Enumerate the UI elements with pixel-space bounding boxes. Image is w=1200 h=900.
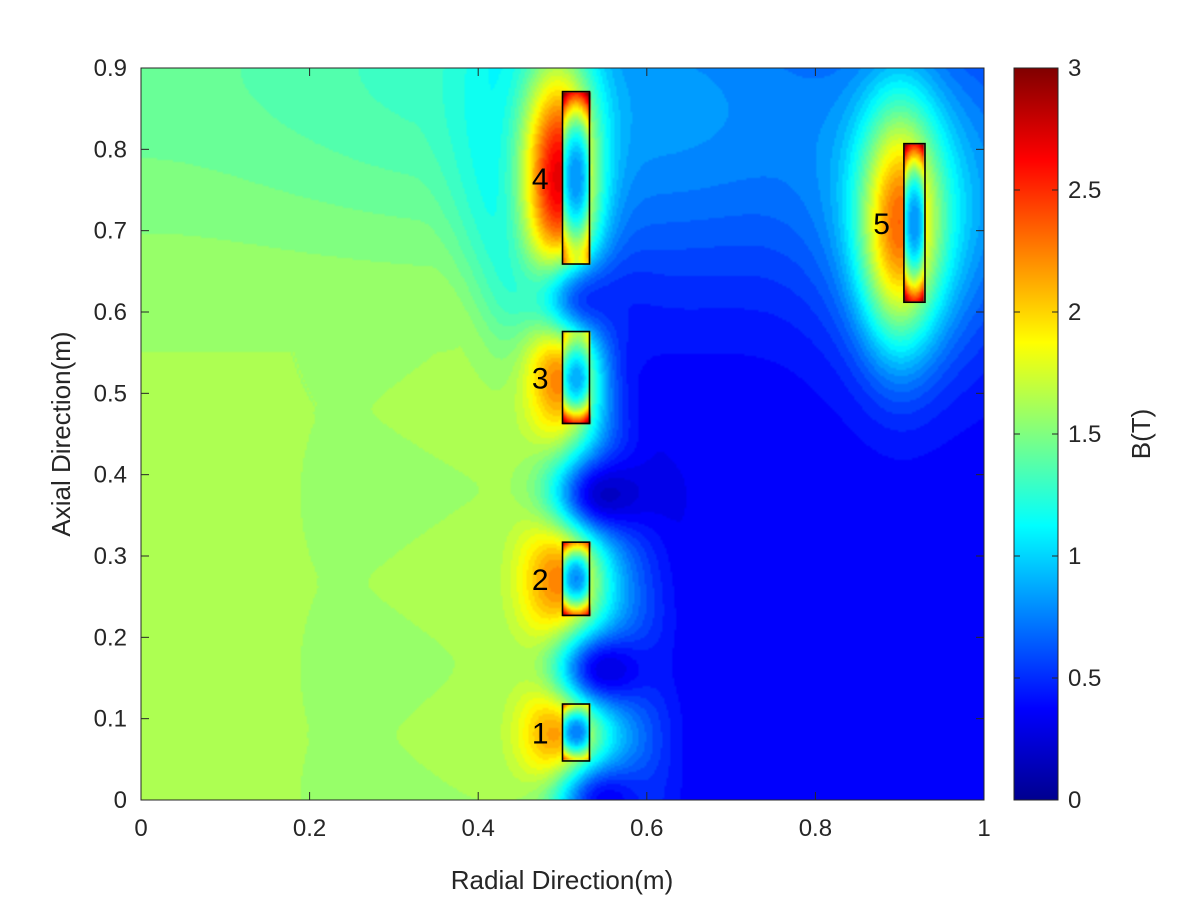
y-tick-label: 0.2: [94, 624, 127, 651]
coil-5-label: 5: [873, 208, 890, 241]
y-tick-label: 0.9: [94, 55, 127, 82]
coil-5-outline: [903, 142, 926, 304]
y-axis: 0 0.1 0.2 0.3 0.4 0.5 0.6 0.7 0.8 0.9: [94, 55, 984, 814]
colorbar-tick-label: 3: [1068, 55, 1081, 82]
x-tick-label: 0.2: [293, 815, 326, 842]
x-axis: 0 0.2 0.4 0.6 0.8 1: [134, 68, 991, 842]
coil-1-outline: [561, 703, 591, 762]
y-tick-label: 0.1: [94, 706, 127, 733]
y-tick-label: 0.5: [94, 380, 127, 407]
coil-2-label: 2: [532, 564, 549, 597]
y-tick-label: 0.3: [94, 543, 127, 570]
colorbar-tick-label: 0: [1068, 787, 1081, 814]
coil-3-label: 3: [532, 362, 549, 395]
x-tick-label: 0.8: [799, 815, 832, 842]
y-tick-label: 0.8: [94, 136, 127, 163]
colorbar-tick-label: 2: [1068, 299, 1081, 326]
colorbar-tick-label: 0.5: [1068, 665, 1101, 692]
y-tick-label: 0.4: [94, 462, 127, 489]
x-tick-label: 0.4: [462, 815, 495, 842]
y-tick-label: 0.7: [94, 218, 127, 245]
coil-1-label: 1: [532, 717, 549, 750]
y-tick-label: 0.6: [94, 299, 127, 326]
x-tick-label: 1: [977, 815, 990, 842]
colorbar-ticks: 0 0.5 1 1.5 2 2.5 3: [1014, 55, 1101, 814]
colorbar-title: B(T): [1126, 409, 1156, 460]
coil-4-outline: [561, 90, 591, 265]
x-axis-title: Radial Direction(m): [451, 865, 674, 895]
colorbar: 0 0.5 1 1.5 2 2.5 3 B(T): [1013, 55, 1156, 814]
plot-frame: [140, 67, 985, 801]
plot-area: 1 2 3 4 5: [140, 67, 985, 801]
colorbar-gradient: [1013, 67, 1059, 801]
colorbar-tick-label: 1.5: [1068, 421, 1101, 448]
x-tick-label: 0: [134, 815, 147, 842]
y-axis-title: Axial Direction(m): [46, 331, 76, 536]
coil-4-label: 4: [532, 163, 549, 196]
y-tick-label: 0: [114, 787, 127, 814]
coil-3-outline: [561, 330, 591, 425]
x-tick-label: 0.6: [630, 815, 663, 842]
coils-layer: 1 2 3 4 5: [532, 90, 926, 762]
colorbar-tick-label: 2.5: [1068, 177, 1101, 204]
colorbar-tick-label: 1: [1068, 543, 1081, 570]
coil-2-outline: [561, 541, 591, 617]
